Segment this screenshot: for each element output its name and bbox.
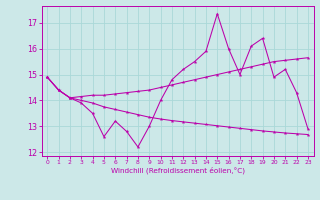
X-axis label: Windchill (Refroidissement éolien,°C): Windchill (Refroidissement éolien,°C) (111, 167, 244, 174)
